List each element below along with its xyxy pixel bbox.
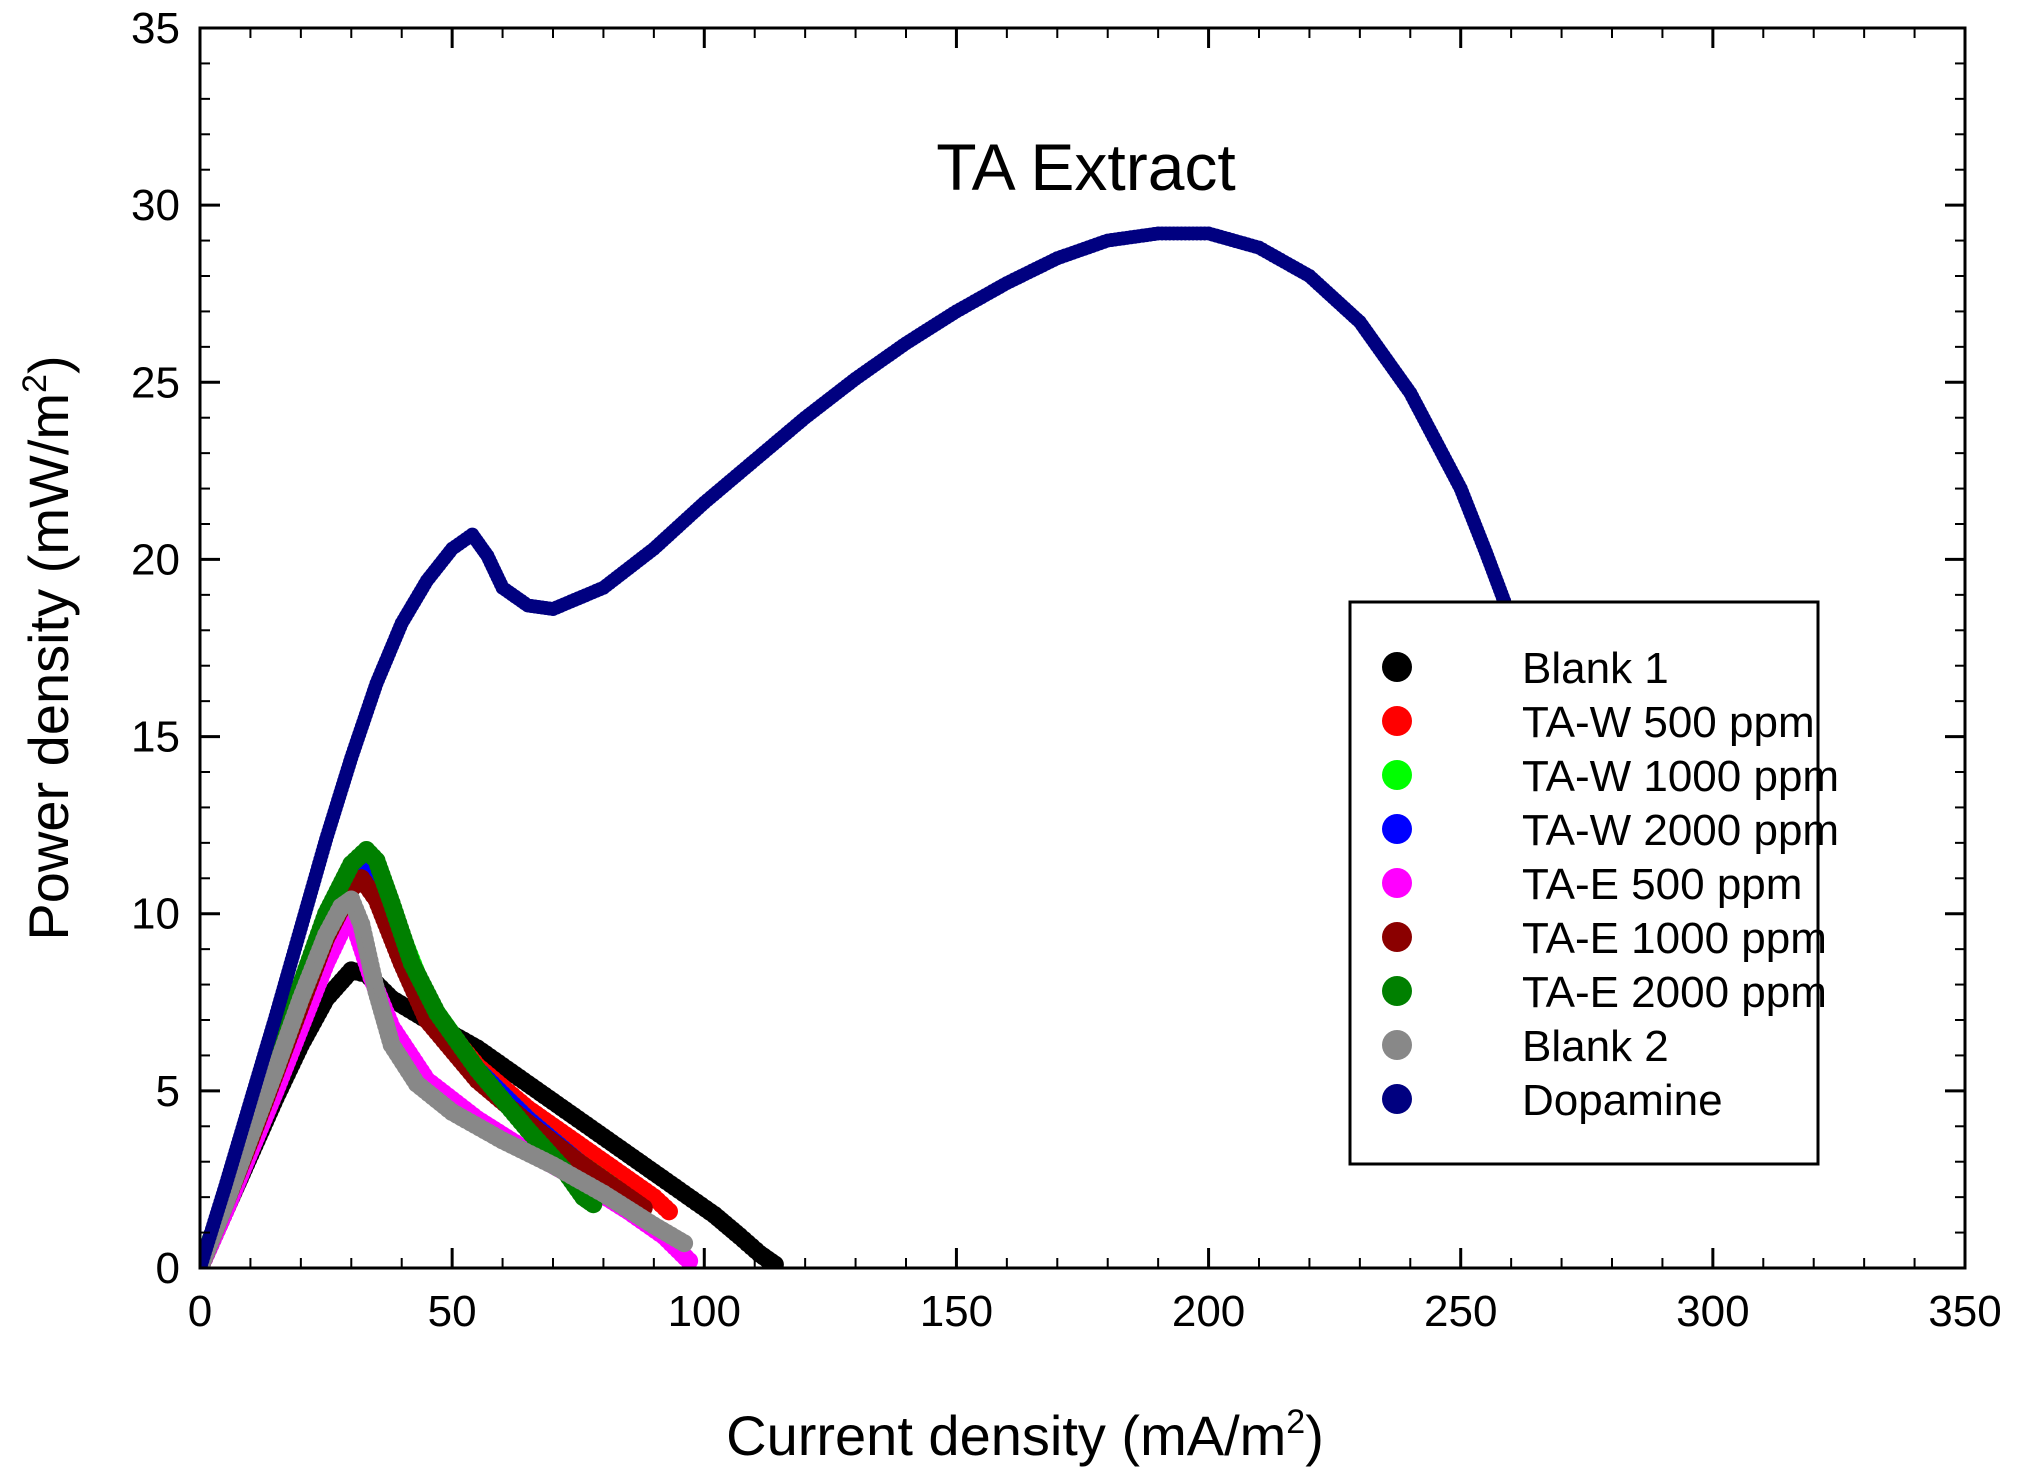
plot-frame [198, 26, 1967, 1270]
data-point [765, 1255, 784, 1268]
x-axis-label-end: ) [1305, 1404, 1324, 1467]
legend-marker [1382, 652, 1412, 682]
data-point [659, 1202, 678, 1221]
y-tick-label: 25 [131, 358, 180, 407]
y-axis-label-main: Power density (mW/m [17, 393, 80, 941]
plot-area [200, 226, 1519, 1268]
legend-marker [1382, 922, 1412, 952]
y-axis-label: Power density (mW/m2) [16, 355, 80, 940]
legend-marker [1382, 760, 1412, 790]
series-blank-2 [200, 890, 694, 1268]
y-tick-label: 20 [131, 535, 180, 584]
legend-marker [1382, 706, 1412, 736]
legend-box [1348, 600, 1820, 1166]
x-tick-label: 0 [188, 1287, 212, 1336]
y-tick-label: 15 [131, 713, 180, 762]
y-axis-label-sup: 2 [16, 374, 54, 393]
legend-label: TA-E 1000 ppm [1522, 914, 1827, 963]
legend-label: TA-E 500 ppm [1522, 860, 1802, 909]
legend-label: TA-W 500 ppm [1522, 698, 1815, 747]
data-point [680, 1251, 699, 1268]
y-tick-label: 10 [131, 890, 180, 939]
x-tick-label: 100 [668, 1287, 741, 1336]
legend-marker [1382, 1084, 1412, 1114]
legend-marker [1382, 1030, 1412, 1060]
x-axis-label-sup: 2 [1286, 1403, 1305, 1441]
series-dopamine [200, 226, 1519, 1268]
y-tick-label: 30 [131, 181, 180, 230]
legend-marker [1382, 976, 1412, 1006]
series-layer [200, 226, 1519, 1268]
x-axis-label-main: Current density (mA/m [726, 1404, 1286, 1467]
y-tick-label: 35 [131, 4, 180, 53]
chart-title: TA Extract [936, 130, 1236, 204]
x-tick-label: 350 [1928, 1287, 2001, 1336]
legend-label: Blank 1 [1522, 644, 1669, 693]
legend: Blank 1 TA-W 500 ppm TA-W 1000 ppm TA-W 200… [1348, 600, 1839, 1166]
y-tick-label: 0 [156, 1244, 180, 1293]
x-tick-label: 300 [1676, 1287, 1749, 1336]
legend-label: Blank 2 [1522, 1022, 1669, 1071]
legend-label: TA-W 1000 ppm [1522, 752, 1839, 801]
x-tick-label: 200 [1172, 1287, 1245, 1336]
x-axis-label: Current density (mA/m2) [726, 1403, 1324, 1467]
y-axis-label-end: ) [17, 355, 80, 374]
y-tick-label: 5 [156, 1067, 180, 1116]
legend-label: Dopamine [1522, 1076, 1723, 1125]
axis-ticks: 0 50 100 150 200 250 300 350 0 5 10 15 20 25 30 35 [131, 4, 2002, 1336]
x-tick-label: 150 [920, 1287, 993, 1336]
x-tick-label: 250 [1424, 1287, 1497, 1336]
legend-label: TA-E 2000 ppm [1522, 968, 1827, 1017]
legend-marker [1382, 814, 1412, 844]
data-point [675, 1234, 694, 1253]
legend-items: Blank 1 TA-W 500 ppm TA-W 1000 ppm TA-W 200… [1382, 644, 1839, 1125]
legend-label: TA-W 2000 ppm [1522, 806, 1839, 855]
legend-marker [1382, 868, 1412, 898]
x-tick-label: 50 [428, 1287, 477, 1336]
